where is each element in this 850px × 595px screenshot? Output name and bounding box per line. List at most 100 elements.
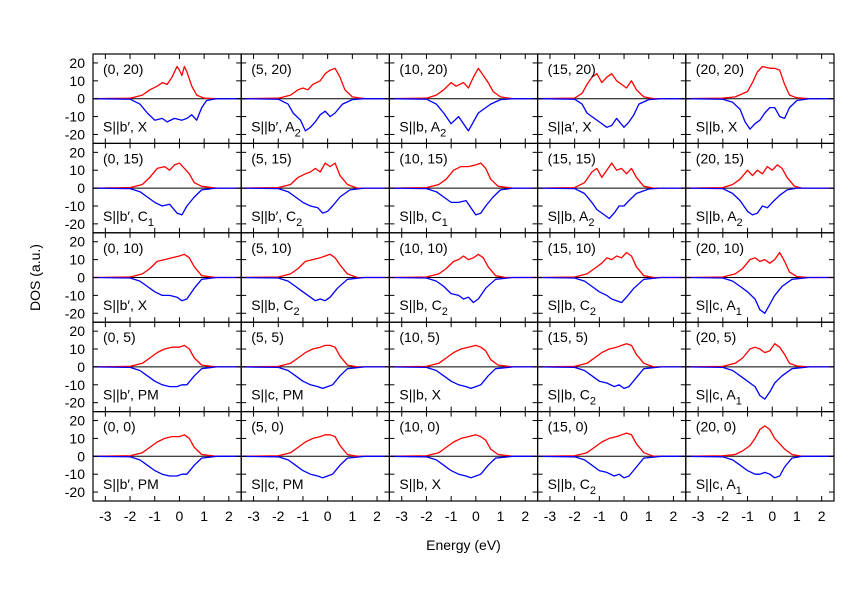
panel-label: S||b, X xyxy=(399,476,441,492)
spin-up-line xyxy=(241,162,390,189)
panel-label: S||b, C2 xyxy=(399,297,447,318)
panel-title: (15, 10) xyxy=(548,240,596,256)
spin-up-line xyxy=(241,434,390,457)
panel-title: (20, 20) xyxy=(696,61,744,77)
spin-down-line xyxy=(389,455,538,479)
x-tick-label: -1 xyxy=(741,508,754,524)
panel-title: (5, 20) xyxy=(251,61,291,77)
spin-down-line xyxy=(389,276,538,304)
panel: (5, 15) S||b′, C2 xyxy=(240,142,390,234)
panel-title: (0, 5) xyxy=(103,329,136,345)
panel-title: (0, 10) xyxy=(103,240,143,256)
panel: (15, 5) S||b, C2 xyxy=(536,321,687,413)
panel-label: S||b′, C1 xyxy=(103,208,154,229)
spin-up-line xyxy=(241,344,390,368)
y-tick-label: 0 xyxy=(77,448,85,464)
spin-down-line xyxy=(241,98,390,132)
y-tick-label: -10 xyxy=(65,466,85,482)
panel-label: S||b, C2 xyxy=(548,476,596,497)
spin-up-line xyxy=(537,251,686,279)
panel: (20, 15) S||b, A2 xyxy=(685,142,835,234)
panel: (15, 0) S||b, C2 -3 -2 -1 0 1 2 xyxy=(536,411,687,524)
spin-up-line xyxy=(389,253,538,279)
x-axis-title: Energy (eV) xyxy=(426,537,501,553)
panel-title: (5, 5) xyxy=(251,329,284,345)
spin-down-line xyxy=(537,366,686,390)
spin-up-line xyxy=(92,162,242,189)
panel: (15, 20) S||a′, X xyxy=(536,53,687,145)
y-tick-label: -10 xyxy=(65,198,85,214)
panel-title: (0, 20) xyxy=(103,61,143,77)
spin-up-line xyxy=(685,65,834,100)
x-tick-label: -3 xyxy=(247,508,260,524)
y-tick-label: 0 xyxy=(77,359,85,375)
spin-down-line xyxy=(92,276,242,302)
x-tick-label: 1 xyxy=(497,508,505,524)
panel-label: S||c, A1 xyxy=(696,387,742,408)
panel: (0, 10) S||b′, X 20 10 0-10 -20 xyxy=(65,232,242,323)
panel: (10, 5) S||b, X xyxy=(388,321,539,413)
axis-labels-layer: DOS (a.u.) Energy (eV) xyxy=(27,244,501,553)
panel: (20, 5) S||c, A1 xyxy=(685,321,835,413)
panel: (10, 10) S||b, C2 xyxy=(388,232,539,323)
y-tick-label: -20 xyxy=(65,484,85,500)
panel: (0, 5) S||b′, PM 20 10 0 -10 -20 xyxy=(65,321,242,413)
y-tick-label: -10 xyxy=(65,109,85,125)
spin-down-line xyxy=(92,187,242,216)
panel: (5, 20) S||b′, A2 xyxy=(240,53,390,145)
spin-up-line xyxy=(389,344,538,368)
x-tick-label: 1 xyxy=(645,508,653,524)
panel: (20, 10) S||c, A1 xyxy=(685,232,835,323)
panel-label: S||b, C1 xyxy=(399,208,447,229)
x-tick-label: 0 xyxy=(472,508,480,524)
panel-label: S||b, C2 xyxy=(548,297,596,318)
panel: (5, 0) S||c, PM -3 -2 -1 0 1 2 xyxy=(240,411,390,524)
panel-title: (20, 5) xyxy=(696,329,736,345)
spin-down-line xyxy=(537,276,686,304)
panel-title: (0, 0) xyxy=(103,419,136,435)
panel-label: S||b, C2 xyxy=(548,387,596,408)
spin-up-line xyxy=(685,343,834,368)
spin-down-line xyxy=(685,455,834,479)
spin-up-line xyxy=(389,162,538,189)
x-tick-label: -2 xyxy=(568,508,581,524)
panel-title: (10, 5) xyxy=(399,329,439,345)
spin-up-line xyxy=(537,73,686,100)
x-tick-label: -1 xyxy=(593,508,606,524)
panel: (20, 20) S||b, X xyxy=(685,53,835,145)
panel-title: (15, 0) xyxy=(548,419,588,435)
panel-title: (20, 0) xyxy=(696,419,736,435)
y-tick-label: 0 xyxy=(77,91,85,107)
spin-up-line xyxy=(92,65,242,100)
spin-down-line xyxy=(537,98,686,128)
x-tick-label: 0 xyxy=(176,508,184,524)
x-tick-label: 2 xyxy=(521,508,529,524)
y-tick-label: 10 xyxy=(69,430,85,446)
panel-label: S||b, X xyxy=(696,118,738,134)
x-tick-label: -3 xyxy=(692,508,705,524)
y-tick-label: 0 xyxy=(77,180,85,196)
spin-up-line xyxy=(685,425,834,457)
panel-label: S||b′, A2 xyxy=(251,118,301,139)
spin-down-line xyxy=(389,187,538,216)
spin-up-line xyxy=(537,343,686,368)
panel-label: S||b, A2 xyxy=(548,208,595,229)
spin-down-line xyxy=(685,366,834,400)
panel-title: (10, 15) xyxy=(399,150,447,166)
spin-down-line xyxy=(241,187,390,214)
y-tick-label: -20 xyxy=(65,216,85,232)
panel-title: (20, 10) xyxy=(696,240,744,256)
y-tick-label: -20 xyxy=(65,305,85,321)
y-tick-label: -10 xyxy=(65,287,85,303)
panel-label: S||b′, X xyxy=(103,118,148,134)
panel-title: (5, 15) xyxy=(251,150,291,166)
spin-up-line xyxy=(537,432,686,457)
panel: (20, 0) S||c, A1 -3 -2 -1 0 1 2 xyxy=(685,411,835,524)
panel-label: S||a′, X xyxy=(548,118,593,134)
spin-up-line xyxy=(685,251,834,279)
x-tick-label: -3 xyxy=(99,508,112,524)
spin-down-line xyxy=(92,98,242,123)
spin-down-line xyxy=(241,455,390,479)
panel-label: S||b, C2 xyxy=(251,297,299,318)
